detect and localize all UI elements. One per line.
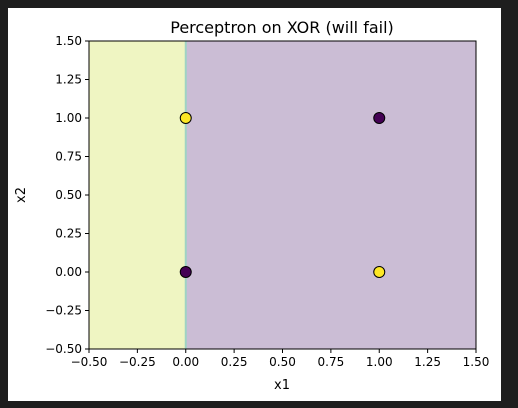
y-tick-label: 0.00	[55, 265, 82, 279]
figure: Perceptron on XOR (will fail) −0.50 −0.25…	[8, 8, 501, 401]
x-tick-label: 0.25	[221, 355, 248, 369]
y-tick-label: −0.25	[45, 304, 82, 318]
y-tick-label: 0.25	[55, 227, 82, 241]
data-point	[180, 267, 191, 278]
data-point	[374, 267, 385, 278]
y-tick-label: −0.50	[45, 342, 82, 356]
chart: Perceptron on XOR (will fail) −0.50 −0.25…	[8, 8, 501, 401]
x-tick-label: 0.50	[269, 355, 296, 369]
data-point	[180, 113, 191, 124]
chart-title: Perceptron on XOR (will fail)	[170, 18, 394, 37]
y-tick-label: 0.75	[55, 150, 82, 164]
x-tick-label: −0.50	[71, 355, 108, 369]
class-0-region	[186, 41, 476, 349]
x-tick-label: −0.25	[119, 355, 156, 369]
x-tick-label: 1.25	[414, 355, 441, 369]
data-point	[374, 113, 385, 124]
y-tick-label: 0.50	[55, 188, 82, 202]
x-tick-label: 1.50	[463, 355, 490, 369]
class-1-region	[89, 41, 186, 349]
x-axis-label: x1	[274, 378, 290, 393]
y-axis-label: x2	[14, 187, 29, 203]
y-tick-label: 1.00	[55, 111, 82, 125]
x-tick-label: 0.75	[318, 355, 345, 369]
y-tick-label: 1.50	[55, 34, 82, 48]
x-tick-label: 1.00	[366, 355, 393, 369]
y-tick-label: 1.25	[55, 73, 82, 87]
x-tick-label: 0.00	[172, 355, 199, 369]
